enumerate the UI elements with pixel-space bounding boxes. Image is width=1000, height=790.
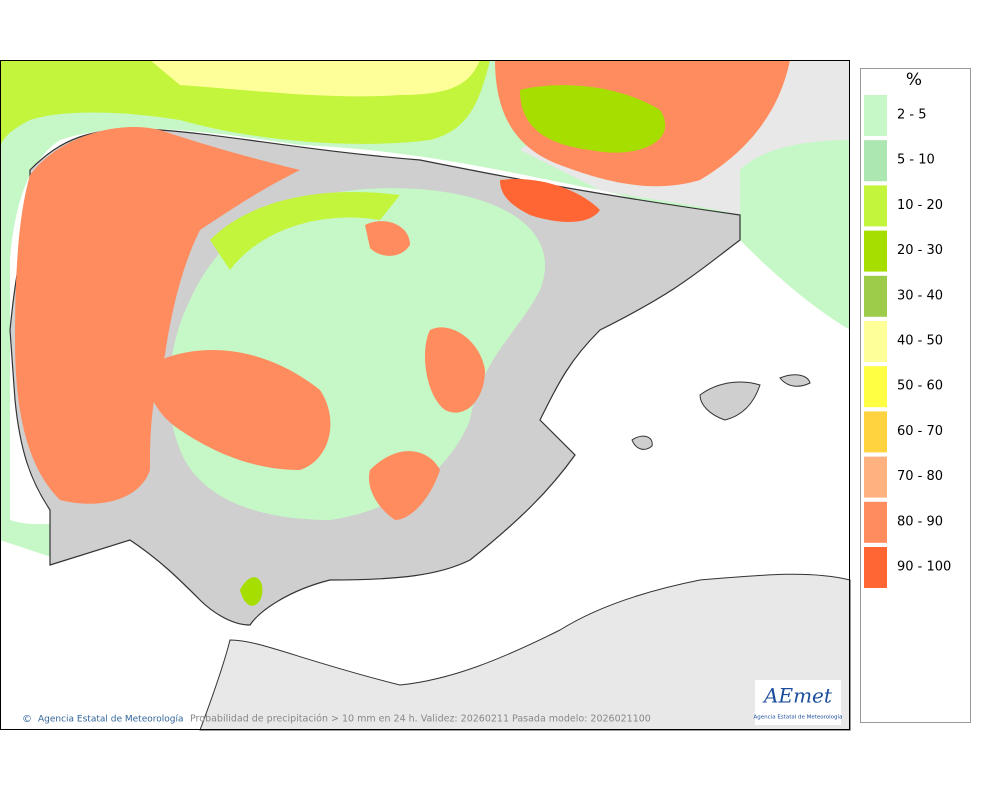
legend-swatch [864, 95, 887, 136]
map: © Agencia Estatal de Meteorología Probab… [0, 60, 851, 731]
legend-swatch [864, 275, 887, 317]
legend-label: 30 - 40 [897, 288, 943, 303]
north-africa [199, 573, 851, 731]
legend-label: 40 - 50 [897, 334, 943, 349]
probability-area [500, 179, 600, 222]
probability-area [15, 127, 300, 504]
credit: Agencia Estatal de Meteorología [38, 715, 184, 725]
probability-area [520, 85, 666, 153]
legend-swatch [864, 547, 887, 588]
legend-swatch [864, 456, 887, 498]
legend-label: 70 - 80 [897, 469, 943, 484]
copyright-symbol: © [22, 714, 32, 725]
legend-swatch [864, 501, 887, 543]
legend: % 2 - 5 5 - 10 10 - 20 20 - 30 30 - 40 40 - 5… [860, 68, 971, 723]
legend-label: 20 - 30 [897, 243, 943, 258]
legend-label: 80 - 90 [897, 514, 943, 529]
probability-area [210, 192, 400, 270]
probability-area [369, 451, 440, 520]
ibiza [631, 435, 653, 450]
probability-area [425, 327, 485, 413]
menorca [779, 374, 811, 387]
legend-label: 2 - 5 [897, 108, 927, 123]
legend-swatch [864, 140, 887, 182]
caption: Probabilidad de precipitación > 10 mm en… [190, 714, 651, 725]
logo-subtitle: Agencia Estatal de Meteorología [754, 714, 843, 721]
legend-label: 50 - 60 [897, 379, 943, 394]
legend-label: 60 - 70 [897, 424, 943, 439]
probability-area [365, 221, 410, 256]
logo: AEmet [762, 684, 833, 708]
logo-box [755, 680, 841, 725]
legend-swatch [864, 185, 887, 227]
mallorca [699, 381, 761, 421]
legend-swatch [864, 411, 887, 453]
probability-area [149, 350, 331, 470]
map-frame [0, 60, 850, 730]
legend-swatch [864, 230, 887, 272]
legend-swatch [864, 321, 887, 362]
legend-label: 5 - 10 [897, 153, 935, 168]
probability-area [240, 577, 263, 606]
legend-title: % [906, 70, 922, 90]
legend-label: 90 - 100 [897, 560, 951, 575]
legend-label: 10 - 20 [897, 198, 943, 213]
legend-swatch [864, 366, 887, 408]
sea-probability [150, 60, 480, 97]
